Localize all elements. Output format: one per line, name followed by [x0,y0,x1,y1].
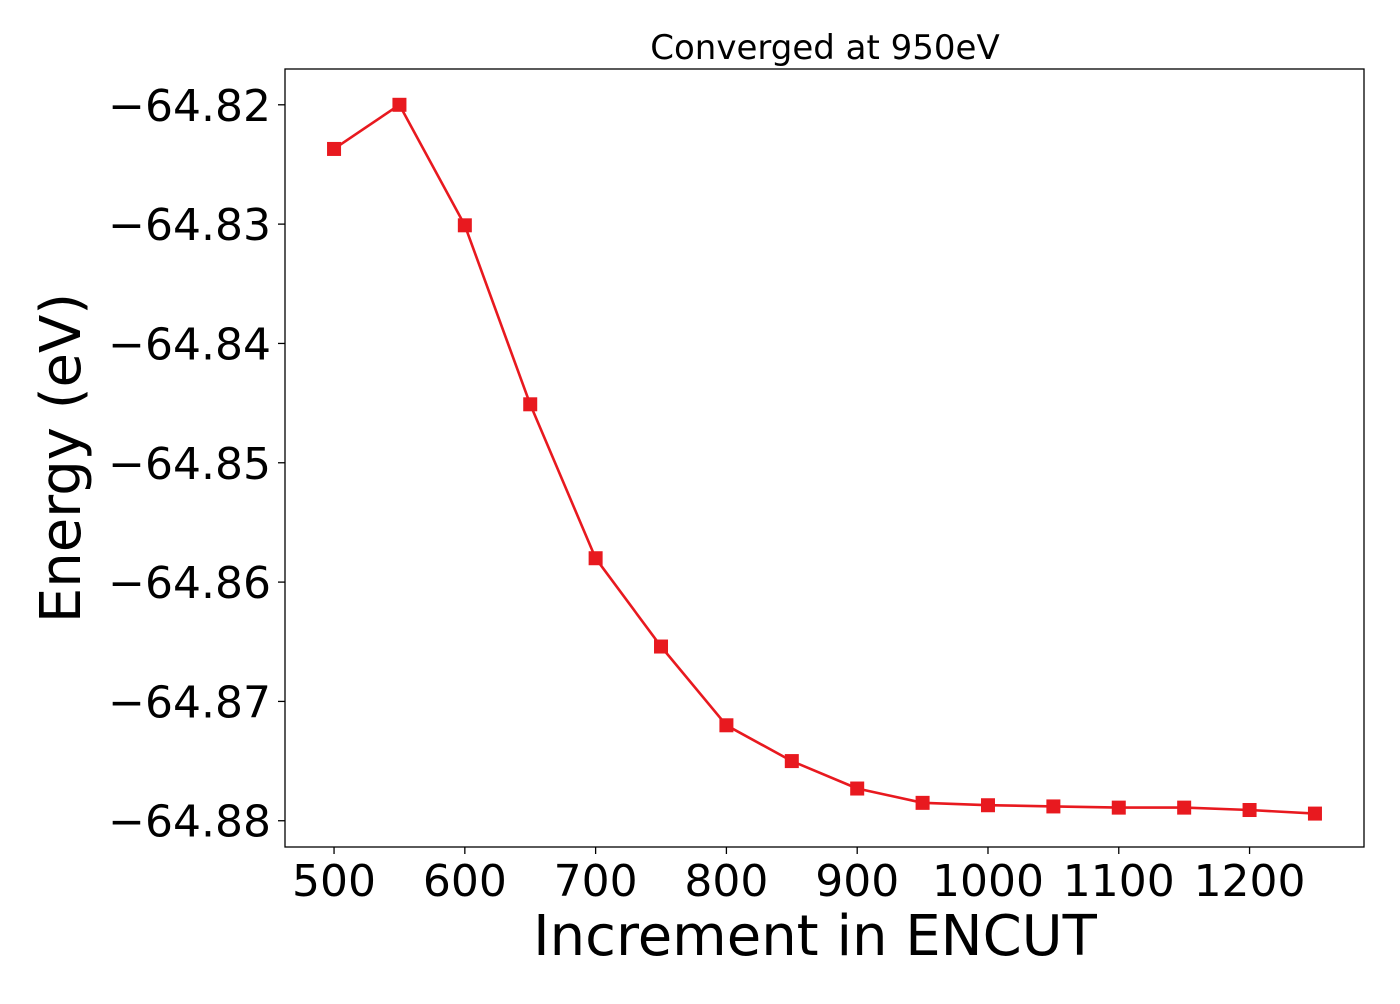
data-point-marker [654,639,669,654]
x-tick-label: 800 [684,856,768,907]
data-point-marker [1177,800,1192,815]
series-line [333,103,1316,815]
data-point-marker [850,781,865,796]
x-tick-label: 1000 [932,856,1044,907]
chart-title: Converged at 950eV [650,28,999,68]
y-axis-label: Energy (eV) [29,293,94,623]
x-tick-label: 1100 [1063,856,1175,907]
data-point-marker [784,754,799,769]
plot-area-frame [284,68,1365,848]
data-point-marker [915,795,930,810]
data-point-marker [327,141,342,156]
x-axis: 500 600 700 800 900 1000 1100 1200 [292,847,1306,907]
data-point-marker [719,718,734,733]
y-axis: −64.82 −64.83 −64.84 −64.85 −64.86 −64.87 −64.… [108,81,285,848]
y-tick-label: −64.86 [108,558,271,609]
data-point-marker [523,397,538,412]
x-tick-label: 500 [292,856,376,907]
data-point-marker [1307,806,1322,821]
x-tick-label: 700 [554,856,638,907]
y-tick-label: −64.82 [108,81,271,132]
x-tick-label: 900 [815,856,899,907]
data-point-marker [1046,799,1061,814]
x-axis-label: Increment in ENCUT [533,904,1098,969]
x-tick-label: 600 [423,856,507,907]
data-point-marker [1242,803,1257,818]
data-point-marker [392,97,407,112]
data-point-marker [980,798,995,813]
y-tick-label: −64.83 [108,200,271,251]
data-point-marker [457,218,472,233]
y-tick-label: −64.84 [108,319,271,370]
y-tick-label: −64.88 [108,797,271,848]
data-point-marker [588,551,603,566]
y-tick-label: −64.87 [108,677,271,728]
series-layer [327,97,1322,821]
x-tick-label: 1200 [1194,856,1306,907]
y-tick-label: −64.85 [108,439,271,490]
data-point-marker [1111,800,1126,815]
